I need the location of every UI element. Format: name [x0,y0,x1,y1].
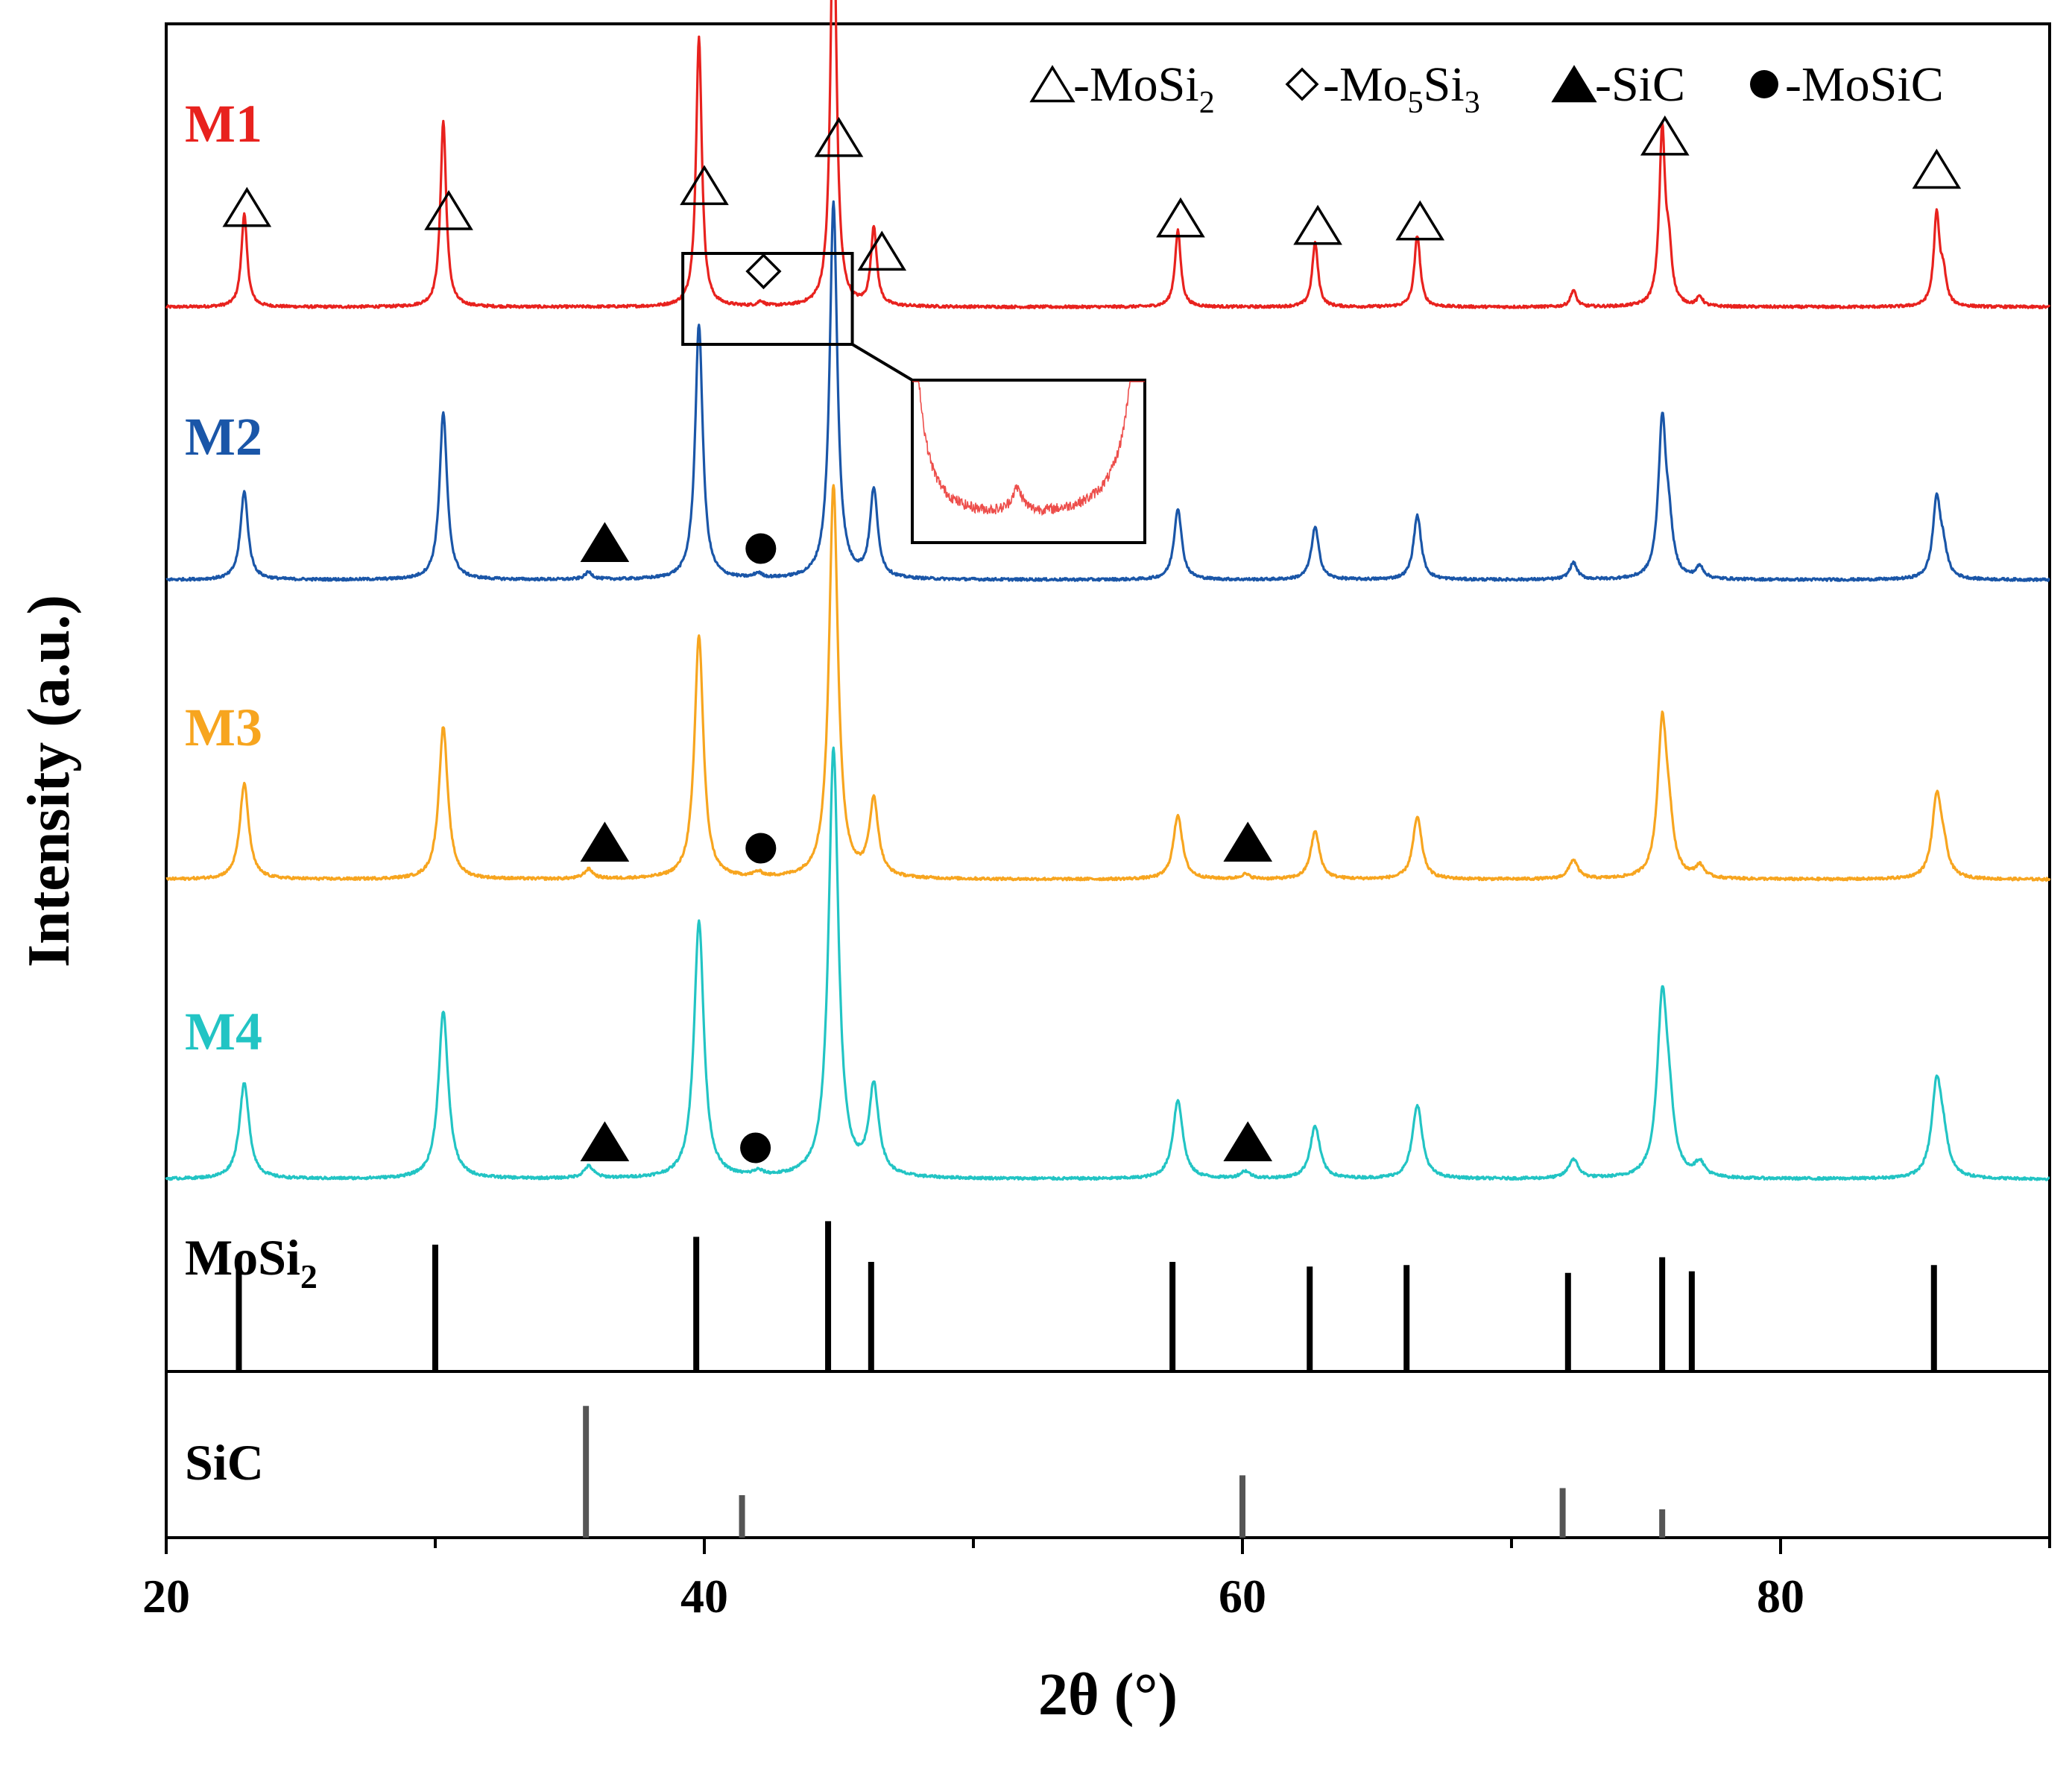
marker-m4-filled-triangle-0 [580,1121,630,1162]
series-line-m3 [165,484,2051,882]
marker-m1-open-triangle-5 [1156,197,1205,238]
legend-symbol-0 [1029,65,1076,103]
legend-symbol-3 [1750,70,1778,98]
marker-m2-filled-triangle-0 [580,522,630,563]
axes-group: 20 40 60 80 2θ (°) Intensity (a.u.) [16,595,2051,1728]
marker-m4-filled-circle-1 [740,1132,771,1163]
legend-symbol-1 [1285,67,1319,101]
series-group: M1 M2 M3 M4 [165,0,2051,1181]
y-axis-label: Intensity (a.u.) [16,595,82,967]
marker-m1-open-diamond-10 [745,253,782,290]
marker-m3-filled-circle-1 [745,833,777,864]
marker-m1-open-triangle-6 [1293,204,1342,245]
x-axis-label: 2θ (°) [1038,1662,1178,1728]
series-label-m1: M1 [185,94,262,154]
zoom-region-box [681,252,854,346]
reference-patterns-group: MoSi2 SiC [185,1221,1937,1538]
series-line-m2 [165,200,2050,582]
inset-zoom-trace [912,381,1145,517]
legend-symbol-2 [1551,65,1597,103]
series-line-m1 [165,0,2051,309]
plot-frame [165,22,2051,1539]
inset-box [911,379,1146,544]
x-tick-label-20: 20 [142,1570,190,1623]
marker-m3-filled-triangle-0 [580,821,630,862]
series-line-m4 [165,746,2050,1181]
series-label-m3: M3 [185,698,262,757]
x-tick-label-40: 40 [680,1570,728,1623]
marker-m1-open-triangle-0 [222,186,272,227]
markers-group [222,115,1962,1163]
marker-m1-open-triangle-2 [680,165,729,206]
marker-m1-open-triangle-1 [424,190,473,230]
ref-label-mosi2: MoSi2 [185,1229,318,1295]
marker-m1-open-triangle-8 [1640,115,1690,156]
legend-label-2: -SiC [1595,57,1685,112]
marker-m4-filled-triangle-2 [1223,1121,1273,1162]
marker-m1-open-triangle-3 [814,116,864,157]
marker-m1-open-triangle-7 [1395,200,1445,241]
legend-label-1: -Mo5Si3 [1323,57,1480,120]
series-label-m2: M2 [185,407,262,467]
marker-m3-filled-triangle-2 [1223,821,1273,862]
marker-m1-open-triangle-9 [1912,148,1962,189]
series-label-m4: M4 [185,1002,262,1061]
inset-group [681,252,1146,544]
legend-group: -MoSi2 -Mo5Si3 -SiC -MoSiC [1029,57,1944,120]
x-tick-label-80: 80 [1757,1570,1804,1623]
x-tick-label-60: 60 [1219,1570,1266,1623]
zoom-connector [851,343,914,382]
marker-m1-open-triangle-4 [857,230,907,271]
ref-label-sic: SiC [185,1434,264,1491]
panels [165,22,2051,1539]
legend-label-3: -MoSiC [1785,57,1944,112]
legend-label-0: -MoSi2 [1073,57,1215,120]
marker-m2-filled-circle-1 [745,533,777,564]
